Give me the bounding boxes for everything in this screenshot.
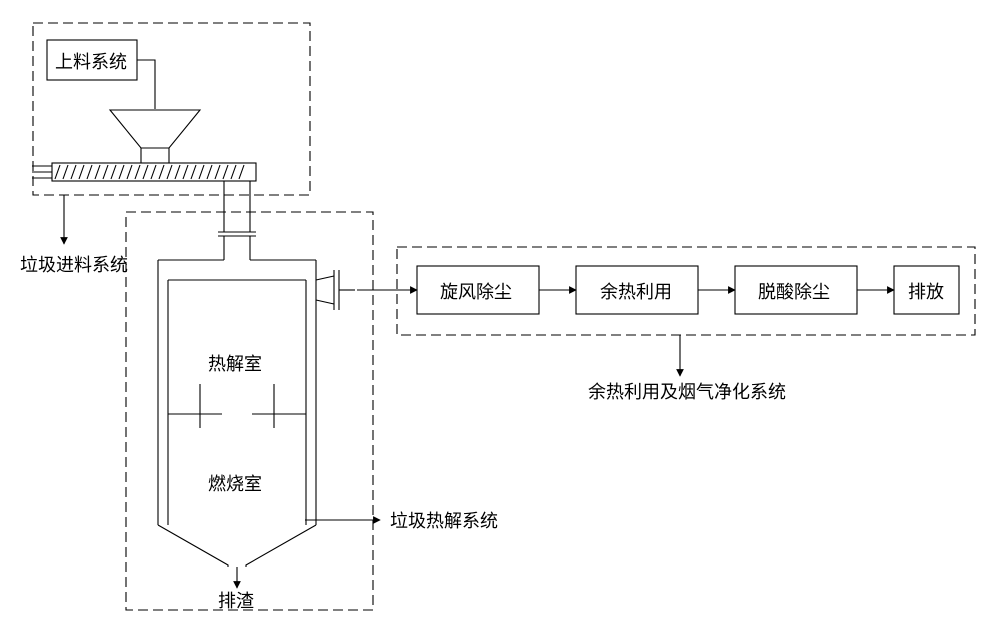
combustion-chamber-label: 燃烧室 xyxy=(208,475,262,493)
pyrolysis-system-callout: 垃圾热解系统 xyxy=(390,512,498,530)
feed-box-label: 上料系统 xyxy=(55,53,127,71)
cyclone-label: 旋风除尘 xyxy=(440,283,512,301)
deacid-label: 脱酸除尘 xyxy=(758,283,830,301)
heat-recovery-label: 余热利用 xyxy=(600,283,672,301)
diagram-stage: 上料系统 热解室 燃烧室 排渣 旋风除尘 余热利用 脱酸除尘 排放 垃圾进料系统… xyxy=(0,0,1000,637)
feed-system-callout: 垃圾进料系统 xyxy=(20,256,128,274)
pyrolysis-chamber-label: 热解室 xyxy=(208,355,262,373)
slag-label: 排渣 xyxy=(218,592,254,610)
emission-label: 排放 xyxy=(908,283,944,301)
diagram-svg xyxy=(0,0,1000,637)
flue-gas-system-callout: 余热利用及烟气净化系统 xyxy=(588,383,786,401)
